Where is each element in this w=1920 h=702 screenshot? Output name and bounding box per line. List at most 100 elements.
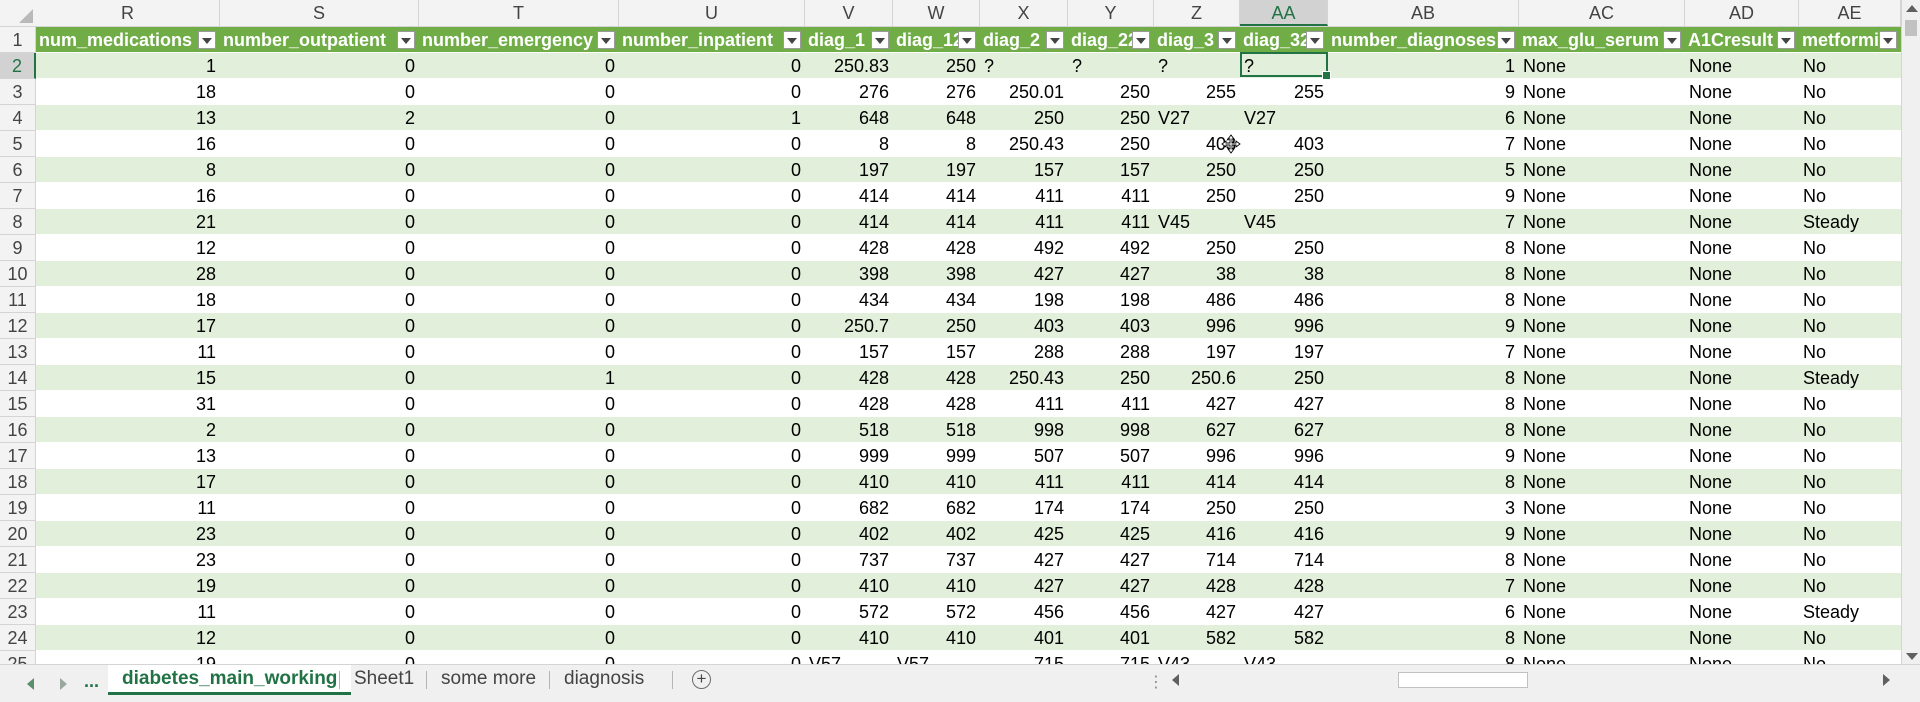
table-cell[interactable]: 6 — [1504, 108, 1515, 128]
vertical-scroll-thumb[interactable] — [1905, 20, 1917, 36]
row-number[interactable]: 3 — [0, 79, 36, 105]
table-cell[interactable]: 416 — [1293, 524, 1324, 544]
table-cell[interactable]: 6 — [1504, 602, 1515, 622]
table-cell[interactable]: 17 — [195, 472, 216, 492]
table-cell[interactable]: 250.43 — [1008, 134, 1064, 154]
table-cell[interactable]: 434 — [945, 290, 976, 310]
table-cell[interactable]: 648 — [858, 108, 889, 128]
table-cell[interactable]: 0 — [790, 316, 801, 336]
select-all-corner[interactable] — [0, 0, 37, 26]
table-cell[interactable]: None — [1523, 342, 1567, 362]
table-cell[interactable]: None — [1523, 290, 1567, 310]
table-cell[interactable]: 0 — [604, 82, 615, 102]
table-cell[interactable]: 250 — [1119, 368, 1150, 388]
field-header-metformin[interactable]: metformin — [1802, 30, 1891, 50]
column-header-t[interactable]: T — [419, 0, 619, 26]
horizontal-scrollbar[interactable] — [1166, 668, 1901, 692]
table-cell[interactable]: 410 — [858, 628, 889, 648]
field-header-number-inpatient[interactable]: number_inpatient — [622, 30, 774, 50]
table-cell[interactable]: 8 — [1504, 264, 1515, 284]
row-number[interactable]: 23 — [0, 599, 36, 625]
table-cell[interactable]: 0 — [790, 264, 801, 284]
table-cell[interactable]: No — [1803, 238, 1827, 258]
table-cell[interactable]: V27 — [1244, 108, 1277, 128]
table-cell[interactable]: 0 — [604, 394, 615, 414]
row-number[interactable]: 19 — [0, 495, 36, 521]
table-cell[interactable]: None — [1689, 368, 1733, 388]
table-cell[interactable]: No — [1803, 82, 1827, 102]
table-cell[interactable]: 402 — [858, 524, 889, 544]
table-cell[interactable]: 0 — [404, 186, 415, 206]
table-cell[interactable]: No — [1803, 160, 1827, 180]
table-cell[interactable]: V57 — [809, 654, 842, 664]
table-cell[interactable]: None — [1523, 160, 1567, 180]
table-cell[interactable]: 401 — [1033, 628, 1064, 648]
table-cell[interactable]: 157 — [945, 342, 976, 362]
table-cell[interactable]: 0 — [790, 342, 801, 362]
filter-dropdown-icon[interactable] — [1306, 31, 1324, 49]
table-cell[interactable]: 9 — [1504, 186, 1515, 206]
table-cell[interactable]: 0 — [604, 628, 615, 648]
table-cell[interactable]: 486 — [1293, 290, 1324, 310]
table-cell[interactable]: 11 — [197, 602, 216, 622]
horizontal-scroll-thumb[interactable] — [1398, 672, 1528, 688]
table-cell[interactable]: 0 — [404, 82, 415, 102]
row-number[interactable]: 22 — [0, 573, 36, 599]
table-cell[interactable]: 9 — [1504, 316, 1515, 336]
table-cell[interactable]: 0 — [404, 212, 415, 232]
row-number[interactable]: 16 — [0, 417, 36, 443]
table-cell[interactable]: 0 — [604, 524, 615, 544]
table-cell[interactable]: 1 — [604, 368, 615, 388]
table-cell[interactable]: 16 — [195, 134, 216, 154]
table-cell[interactable]: 250 — [1119, 82, 1150, 102]
table-cell[interactable]: No — [1803, 186, 1827, 206]
table-cell[interactable]: 996 — [1205, 316, 1236, 336]
field-header-number-outpatient[interactable]: number_outpatient — [223, 30, 387, 50]
column-header-u[interactable]: U — [619, 0, 805, 26]
table-cell[interactable]: None — [1689, 524, 1733, 544]
column-header-ad[interactable]: AD — [1685, 0, 1799, 26]
table-cell[interactable]: No — [1803, 264, 1827, 284]
table-cell[interactable]: 0 — [404, 290, 415, 310]
table-cell[interactable]: 410 — [858, 472, 889, 492]
table-cell[interactable]: 12 — [195, 238, 216, 258]
table-cell[interactable]: 250 — [1293, 368, 1324, 388]
table-cell[interactable]: 403 — [1033, 316, 1064, 336]
table-cell[interactable]: 456 — [1033, 602, 1064, 622]
table-cell[interactable]: None — [1523, 186, 1567, 206]
table-cell[interactable]: 427 — [1033, 550, 1064, 570]
table-cell[interactable]: No — [1803, 654, 1827, 664]
table-cell[interactable]: 427 — [1033, 264, 1064, 284]
table-cell[interactable]: None — [1689, 264, 1733, 284]
table-cell[interactable]: 0 — [604, 472, 615, 492]
table-cell[interactable]: 12 — [195, 628, 216, 648]
table-cell[interactable]: 250 — [1205, 498, 1236, 518]
table-cell[interactable]: None — [1689, 134, 1733, 154]
table-cell[interactable]: None — [1523, 524, 1567, 544]
table-cell[interactable]: 8 — [1504, 238, 1515, 258]
table-cell[interactable]: 0 — [404, 654, 415, 664]
table-cell[interactable]: 157 — [1119, 160, 1150, 180]
filter-dropdown-icon[interactable] — [1497, 31, 1515, 49]
vertical-scrollbar[interactable] — [1901, 0, 1920, 664]
table-cell[interactable]: 250 — [1119, 108, 1150, 128]
table-cell[interactable]: No — [1803, 498, 1827, 518]
table-cell[interactable]: 410 — [945, 472, 976, 492]
table-cell[interactable]: 198 — [1033, 290, 1064, 310]
table-cell[interactable]: No — [1803, 576, 1827, 596]
table-cell[interactable]: 0 — [604, 316, 615, 336]
table-cell[interactable]: V45 — [1158, 212, 1191, 232]
column-header-aa[interactable]: AA — [1240, 0, 1328, 26]
table-cell[interactable]: 0 — [604, 186, 615, 206]
table-cell[interactable]: 7 — [1504, 212, 1515, 232]
table-cell[interactable]: 174 — [1033, 498, 1064, 518]
table-cell[interactable]: None — [1523, 82, 1567, 102]
filter-dropdown-icon[interactable] — [198, 31, 216, 49]
table-cell[interactable]: 0 — [790, 56, 801, 76]
table-cell[interactable]: 427 — [1293, 394, 1324, 414]
table-cell[interactable]: 414 — [1205, 472, 1236, 492]
table-cell[interactable]: 492 — [1033, 238, 1064, 258]
table-cell[interactable]: 250 — [1033, 108, 1064, 128]
table-cell[interactable]: None — [1689, 394, 1733, 414]
filter-dropdown-icon[interactable] — [1879, 31, 1897, 49]
